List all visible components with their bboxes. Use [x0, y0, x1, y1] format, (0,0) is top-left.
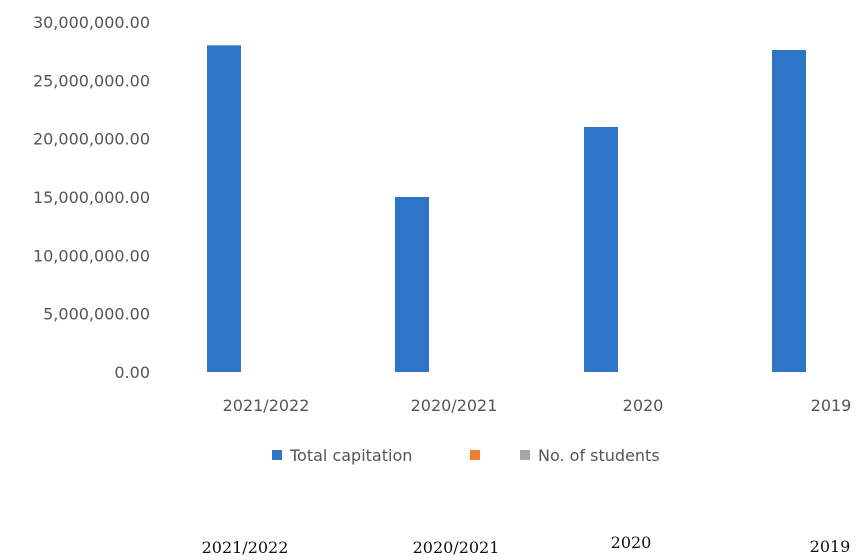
- footer-label-2020-2021: 2020/2021: [413, 538, 500, 557]
- bars: [207, 45, 806, 372]
- y-axis-ticks: 0.00 5,000,000.00 10,000,000.00 15,000,000.…: [33, 13, 150, 382]
- bar-total-capitation-2019: [772, 50, 806, 372]
- y-tick-label: 0.00: [114, 363, 150, 382]
- y-tick-label: 10,000,000.00: [33, 246, 150, 265]
- footer-label-2021-2022: 2021/2022: [202, 538, 289, 557]
- y-tick-label: 15,000,000.00: [33, 188, 150, 207]
- bar-total-capitation-2020-2021: [395, 197, 429, 372]
- legend: Total capitation No. of students: [272, 446, 660, 465]
- legend-swatch-no-of-students: [520, 450, 530, 460]
- y-tick-label: 30,000,000.00: [33, 13, 150, 32]
- x-axis-categories: 2021/2022 2020/2021 2020 2019: [223, 396, 852, 415]
- y-tick-label: 20,000,000.00: [33, 130, 150, 149]
- bar-total-capitation-2020: [584, 127, 618, 372]
- legend-label-no-of-students: No. of students: [538, 446, 660, 465]
- x-category-label: 2020/2021: [411, 396, 498, 415]
- y-tick-label: 5,000,000.00: [43, 305, 150, 324]
- bar-total-capitation-2021-2022: [207, 45, 241, 372]
- legend-swatch-total-capitation: [272, 450, 282, 460]
- legend-label-total-capitation: Total capitation: [289, 446, 412, 465]
- x-category-label: 2019: [811, 396, 852, 415]
- footer-labels: 2021/2022 2020/2021 2020 2019: [202, 533, 851, 557]
- x-category-label: 2020: [623, 396, 664, 415]
- footer-label-2020: 2020: [611, 533, 652, 552]
- y-tick-label: 25,000,000.00: [33, 71, 150, 90]
- legend-swatch-orange: [470, 450, 480, 460]
- x-category-label: 2021/2022: [223, 396, 310, 415]
- footer-label-2019: 2019: [810, 537, 851, 556]
